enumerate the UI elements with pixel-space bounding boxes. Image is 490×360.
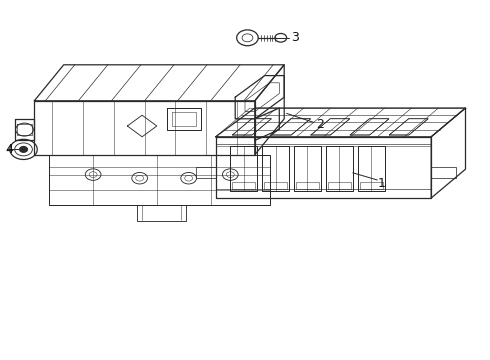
Text: 2: 2 bbox=[316, 118, 324, 131]
Circle shape bbox=[20, 147, 27, 152]
Text: 3: 3 bbox=[292, 31, 299, 44]
Text: 1: 1 bbox=[377, 177, 385, 190]
Text: 4: 4 bbox=[5, 143, 13, 156]
